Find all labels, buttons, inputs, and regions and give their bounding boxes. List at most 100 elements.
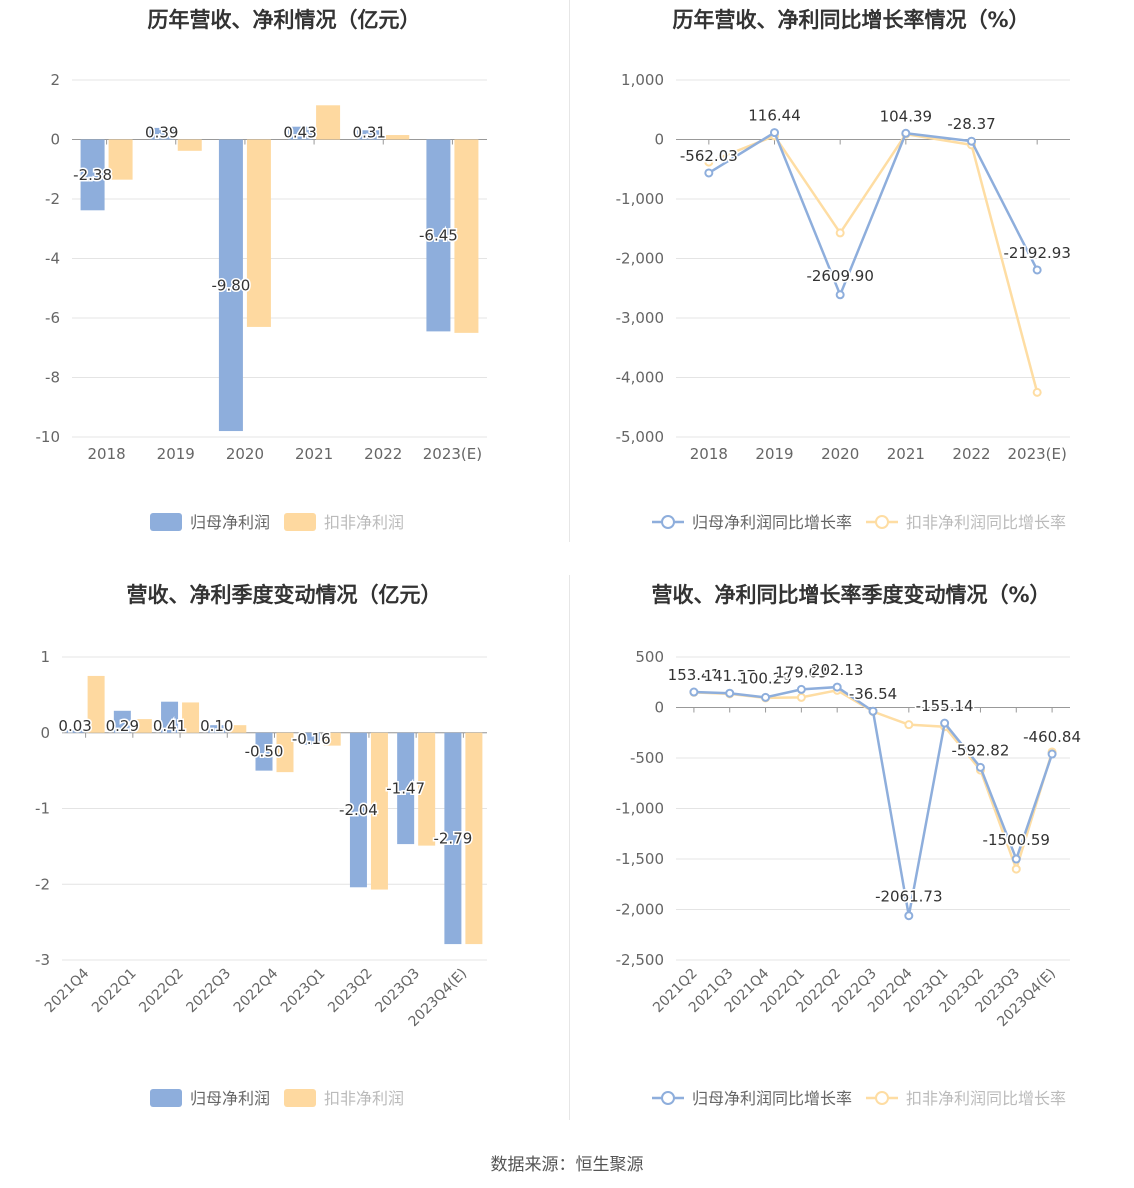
point-series-b	[1032, 387, 1042, 397]
data-label: -1.47	[386, 779, 425, 797]
quarterly-profit-chart: 10-1-2-32021Q42022Q12022Q22022Q32022Q420…	[35, 648, 487, 1108]
point-series-a	[1011, 854, 1021, 864]
x-tick-label: 2023(E)	[1007, 445, 1066, 463]
bar-series-a	[208, 725, 226, 733]
data-label: -6.45	[419, 226, 458, 244]
y-tick-label: -2	[35, 875, 50, 893]
data-label: -592.82	[952, 741, 1010, 759]
bar-series-b	[323, 732, 341, 746]
x-tick-label: 2020	[226, 445, 264, 463]
panel-annual-profit: 历年营收、净利情况（亿元） 2 0 -2 -4 -6 -8 -10 2018 2019 2020 2…	[0, 0, 568, 545]
data-source: 数据来源：恒生聚源	[490, 1155, 644, 1175]
bar-series-a	[113, 710, 131, 733]
point-series-a	[704, 168, 714, 178]
data-label: -2.38	[73, 166, 112, 184]
chart-title: 历年营收、净利情况（亿元）	[147, 8, 421, 32]
data-label: 0.10	[200, 717, 233, 735]
legend-marker	[875, 515, 889, 529]
x-tick-label: 2021Q4	[42, 965, 93, 1016]
bar-series-a	[161, 701, 179, 733]
chart-title: 营收、净利同比增长率季度变动情况（%）	[651, 583, 1051, 607]
data-label: -562.03	[680, 147, 738, 165]
data-label: 104.39	[880, 107, 933, 125]
data-label: -9.80	[212, 276, 251, 294]
legend-swatch	[150, 1089, 182, 1107]
point-series-a	[901, 128, 911, 138]
point-series-a	[1047, 749, 1057, 759]
point-series-a	[832, 682, 842, 692]
point-series-b	[1011, 864, 1021, 874]
bar-series-a	[149, 127, 174, 140]
bar-series-b	[182, 702, 200, 733]
y-tick-label: -4,000	[616, 369, 664, 387]
y-tick-label: -1	[35, 800, 50, 818]
chart-title: 营收、净利季度变动情况（亿元）	[126, 583, 442, 607]
legend-label: 扣非净利润同比增长率	[906, 1089, 1066, 1108]
legend-label: 归母净利润同比增长率	[692, 513, 852, 532]
bar-series-b	[177, 139, 202, 151]
point-series-b	[904, 720, 914, 730]
point-series-b	[796, 692, 806, 702]
legend-marker	[661, 515, 675, 529]
y-tick-label: 1	[40, 648, 50, 666]
bar-series-a	[357, 130, 382, 140]
y-tick-label: -3,000	[616, 309, 664, 327]
line-series-a	[708, 130, 1039, 299]
data-label: 116.44	[748, 107, 801, 125]
y-tick-label: -4	[45, 250, 60, 268]
y-tick-label: -10	[36, 428, 61, 446]
point-series-a	[689, 687, 699, 697]
data-label: -2.79	[433, 829, 472, 847]
bar-series-b	[465, 732, 483, 945]
y-tick-label: 0	[654, 131, 664, 149]
data-label: 202.13	[811, 661, 864, 679]
point-series-b	[704, 157, 714, 167]
x-tick-label: 2022Q4	[231, 965, 282, 1016]
bar-series-b	[246, 139, 271, 327]
legend-label: 归母净利润	[190, 1089, 270, 1108]
x-tick-label: 2018	[87, 445, 125, 463]
bar-series-a	[397, 732, 415, 845]
annual-profit-chart: 2 0 -2 -4 -6 -8 -10 2018 2019 2020 2021 2022 2023(E)…	[36, 71, 487, 532]
bar-series-b	[87, 675, 105, 733]
annual-growth-chart: 1,000 0 -1,000 -2,000 -3,000 -4,000 -5,000 2018…	[616, 71, 1073, 532]
point-series-a	[904, 911, 914, 921]
bar-series-a	[218, 139, 243, 432]
y-tick-label: -1,000	[616, 800, 664, 818]
legend-label: 扣非净利润	[324, 513, 404, 532]
data-label: 0.39	[145, 124, 178, 142]
bar-series-b	[108, 139, 133, 180]
y-tick-label: 500	[635, 648, 664, 666]
data-label: -1500.59	[983, 831, 1050, 849]
bar-series-b	[385, 135, 410, 140]
legend-swatch	[150, 513, 182, 531]
bar-series-b	[134, 719, 152, 733]
bar-series-b	[454, 139, 479, 333]
data-label: 0.41	[153, 717, 186, 735]
y-tick-label: -5,000	[616, 428, 664, 446]
y-tick-label: 2	[50, 71, 60, 89]
data-label: -0.50	[245, 743, 284, 761]
data-label: 100.29	[739, 669, 792, 687]
y-tick-label: 0	[40, 724, 50, 742]
x-tick-label: 2021	[295, 445, 333, 463]
point-series-a	[761, 692, 771, 702]
bar-series-b	[370, 732, 388, 890]
data-label: -36.54	[849, 685, 897, 703]
point-series-b	[835, 228, 845, 238]
data-label: 0.29	[106, 717, 139, 735]
y-tick-label: -3	[35, 951, 50, 969]
y-tick-label: 1,000	[621, 71, 664, 89]
legend-marker	[875, 1091, 889, 1105]
x-tick-label: 2022	[364, 445, 402, 463]
data-label: -460.84	[1023, 728, 1081, 746]
y-tick-label: 0	[654, 699, 664, 717]
bar-series-b	[418, 732, 436, 846]
y-tick-label: 0	[50, 131, 60, 149]
bar-series-b	[276, 732, 294, 773]
y-tick-label: -2,500	[616, 951, 664, 969]
data-label: 0.03	[58, 717, 91, 735]
panel-quarterly-growth: 营收、净利同比增长率季度变动情况（%） 500 0 -500 -1,000 -1,500…	[568, 575, 1134, 1120]
x-tick-label: 2022	[952, 445, 990, 463]
y-tick-label: -8	[45, 369, 60, 387]
